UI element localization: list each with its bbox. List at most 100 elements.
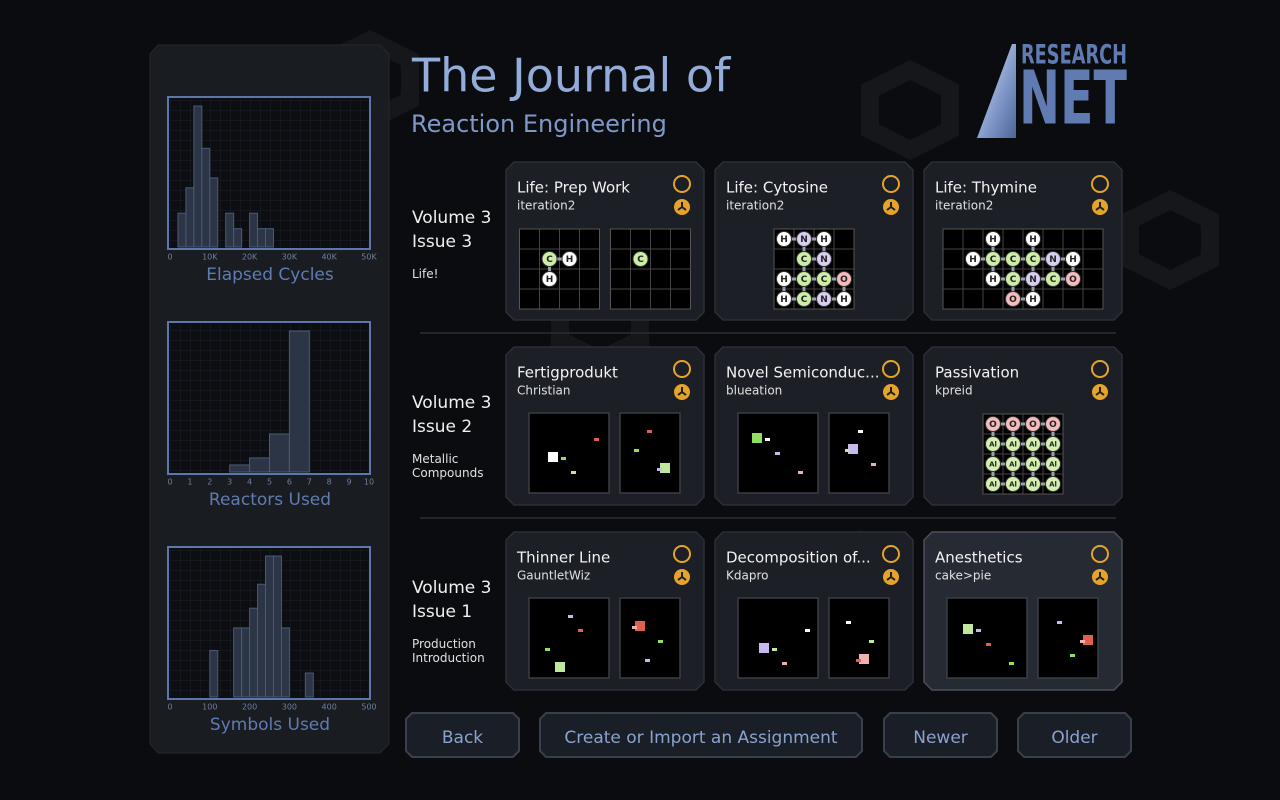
- preview-dot: [645, 659, 650, 662]
- atom-symbol: O: [1029, 420, 1037, 430]
- status-ring: [673, 175, 691, 193]
- preview-dot: [568, 615, 573, 618]
- atom-symbol: C: [637, 255, 644, 265]
- atom: [1025, 416, 1041, 432]
- button-bg: [883, 712, 998, 758]
- x-tick-label: 4: [247, 478, 252, 487]
- atom-symbol: O: [1069, 275, 1077, 285]
- atom: [1005, 416, 1021, 432]
- atom-symbol: H: [1069, 255, 1077, 265]
- status-icon-glyph: [886, 387, 896, 396]
- logo: RESEARCH NET: [977, 40, 1127, 142]
- issue-label: Issue 1: [412, 602, 472, 622]
- assignment-card[interactable]: Thinner Line GauntletWiz: [505, 531, 705, 691]
- status-ring: [1091, 175, 1109, 193]
- preview-dot: [976, 629, 981, 632]
- atom: [796, 231, 812, 247]
- atom-symbol: H: [1029, 295, 1037, 305]
- preview-dot: [775, 452, 780, 455]
- status-icon-glyph: [1095, 572, 1105, 581]
- x-tick-label: 9: [347, 478, 352, 487]
- card-author: blueation: [726, 384, 782, 398]
- atom: [541, 271, 558, 287]
- preview-dot: [555, 662, 565, 672]
- atom: [1045, 476, 1061, 492]
- x-tick-label: 0: [167, 703, 172, 712]
- status-icon-glyph: [677, 387, 687, 396]
- atom-symbol: N: [800, 235, 808, 245]
- preview-dot: [798, 471, 803, 474]
- x-tick-label: 10: [364, 478, 374, 487]
- journal-subtitle: Reaction Engineering: [411, 110, 667, 138]
- preview-box: [528, 412, 610, 494]
- histogram-bar: [288, 330, 310, 473]
- atom: [985, 231, 1001, 247]
- atom-symbol: C: [990, 255, 997, 265]
- atom-symbol: C: [801, 255, 808, 265]
- logo-flask: [977, 44, 1016, 138]
- atom: [1045, 436, 1061, 452]
- histogram-bar: [280, 627, 290, 698]
- atom: [1045, 456, 1061, 472]
- atom-symbol: H: [780, 235, 788, 245]
- atom: [985, 456, 1001, 472]
- plot-border: [167, 546, 371, 700]
- atom-symbol: O: [1049, 420, 1057, 430]
- button[interactable]: Newer: [883, 712, 998, 758]
- theme-line: Introduction: [412, 651, 485, 665]
- atom: [1005, 436, 1021, 452]
- logo-bottom: NET: [1019, 56, 1127, 142]
- button[interactable]: Back: [405, 712, 520, 758]
- atom: [776, 231, 792, 247]
- preview-dot: [859, 654, 869, 664]
- axis-label: Elapsed Cycles: [206, 265, 334, 285]
- atom: [776, 271, 792, 287]
- atom: [796, 271, 812, 287]
- preview-dot: [871, 463, 876, 466]
- atom: [816, 271, 832, 287]
- issues: Volume 3 Issue 3 Life! Life: Prep Work itera…: [412, 161, 1123, 691]
- atom: [1065, 251, 1081, 267]
- assignment-card[interactable]: Fertigprodukt Christian: [505, 346, 705, 506]
- assignment-card[interactable]: Decomposition of... Kdapro: [714, 531, 914, 691]
- atom: [985, 476, 1001, 492]
- theme-line: Metallic: [412, 452, 458, 466]
- histogram-bar: [209, 177, 219, 248]
- atom: [985, 251, 1001, 267]
- preview-dot: [578, 629, 583, 632]
- axis-label: Reactors Used: [209, 490, 331, 510]
- theme-line: Compounds: [412, 466, 483, 480]
- preview-dot: [1070, 654, 1075, 657]
- button[interactable]: Older: [1017, 712, 1132, 758]
- x-tick-label: 500: [361, 703, 376, 712]
- atom-symbol: H: [820, 235, 828, 245]
- card-title: Life: Cytosine: [726, 179, 828, 197]
- atom-symbol: H: [546, 275, 554, 285]
- x-tick-label: 400: [322, 703, 337, 712]
- histogram-bar: [209, 649, 219, 698]
- issue-label: Issue 2: [412, 417, 472, 437]
- atom-symbol: O: [840, 275, 848, 285]
- preview-dot: [561, 457, 566, 460]
- assignment-card[interactable]: Novel Semiconduc... blueation: [714, 346, 914, 506]
- assignment-card[interactable]: Passivation kpreid O O O O Al Al Al Al Al Al Al Al Al A…: [923, 346, 1123, 506]
- preview-dot: [634, 449, 639, 452]
- button[interactable]: Create or Import an Assignment: [539, 712, 863, 758]
- assignment-card[interactable]: Anesthetics cake>pie: [923, 531, 1123, 691]
- histogram-bar: [265, 228, 274, 248]
- x-tick-label: 10K: [202, 253, 218, 262]
- histogram-bar: [249, 457, 271, 473]
- preview-dot: [782, 662, 787, 665]
- atom-symbol: O: [1009, 295, 1017, 305]
- button-label: Older: [1051, 728, 1097, 748]
- preview-dot: [759, 643, 769, 653]
- atom: [796, 251, 812, 267]
- histogram-bar: [233, 627, 243, 698]
- atom-symbol: C: [801, 295, 808, 305]
- preview-box: [528, 597, 610, 679]
- preview-dot: [858, 430, 863, 433]
